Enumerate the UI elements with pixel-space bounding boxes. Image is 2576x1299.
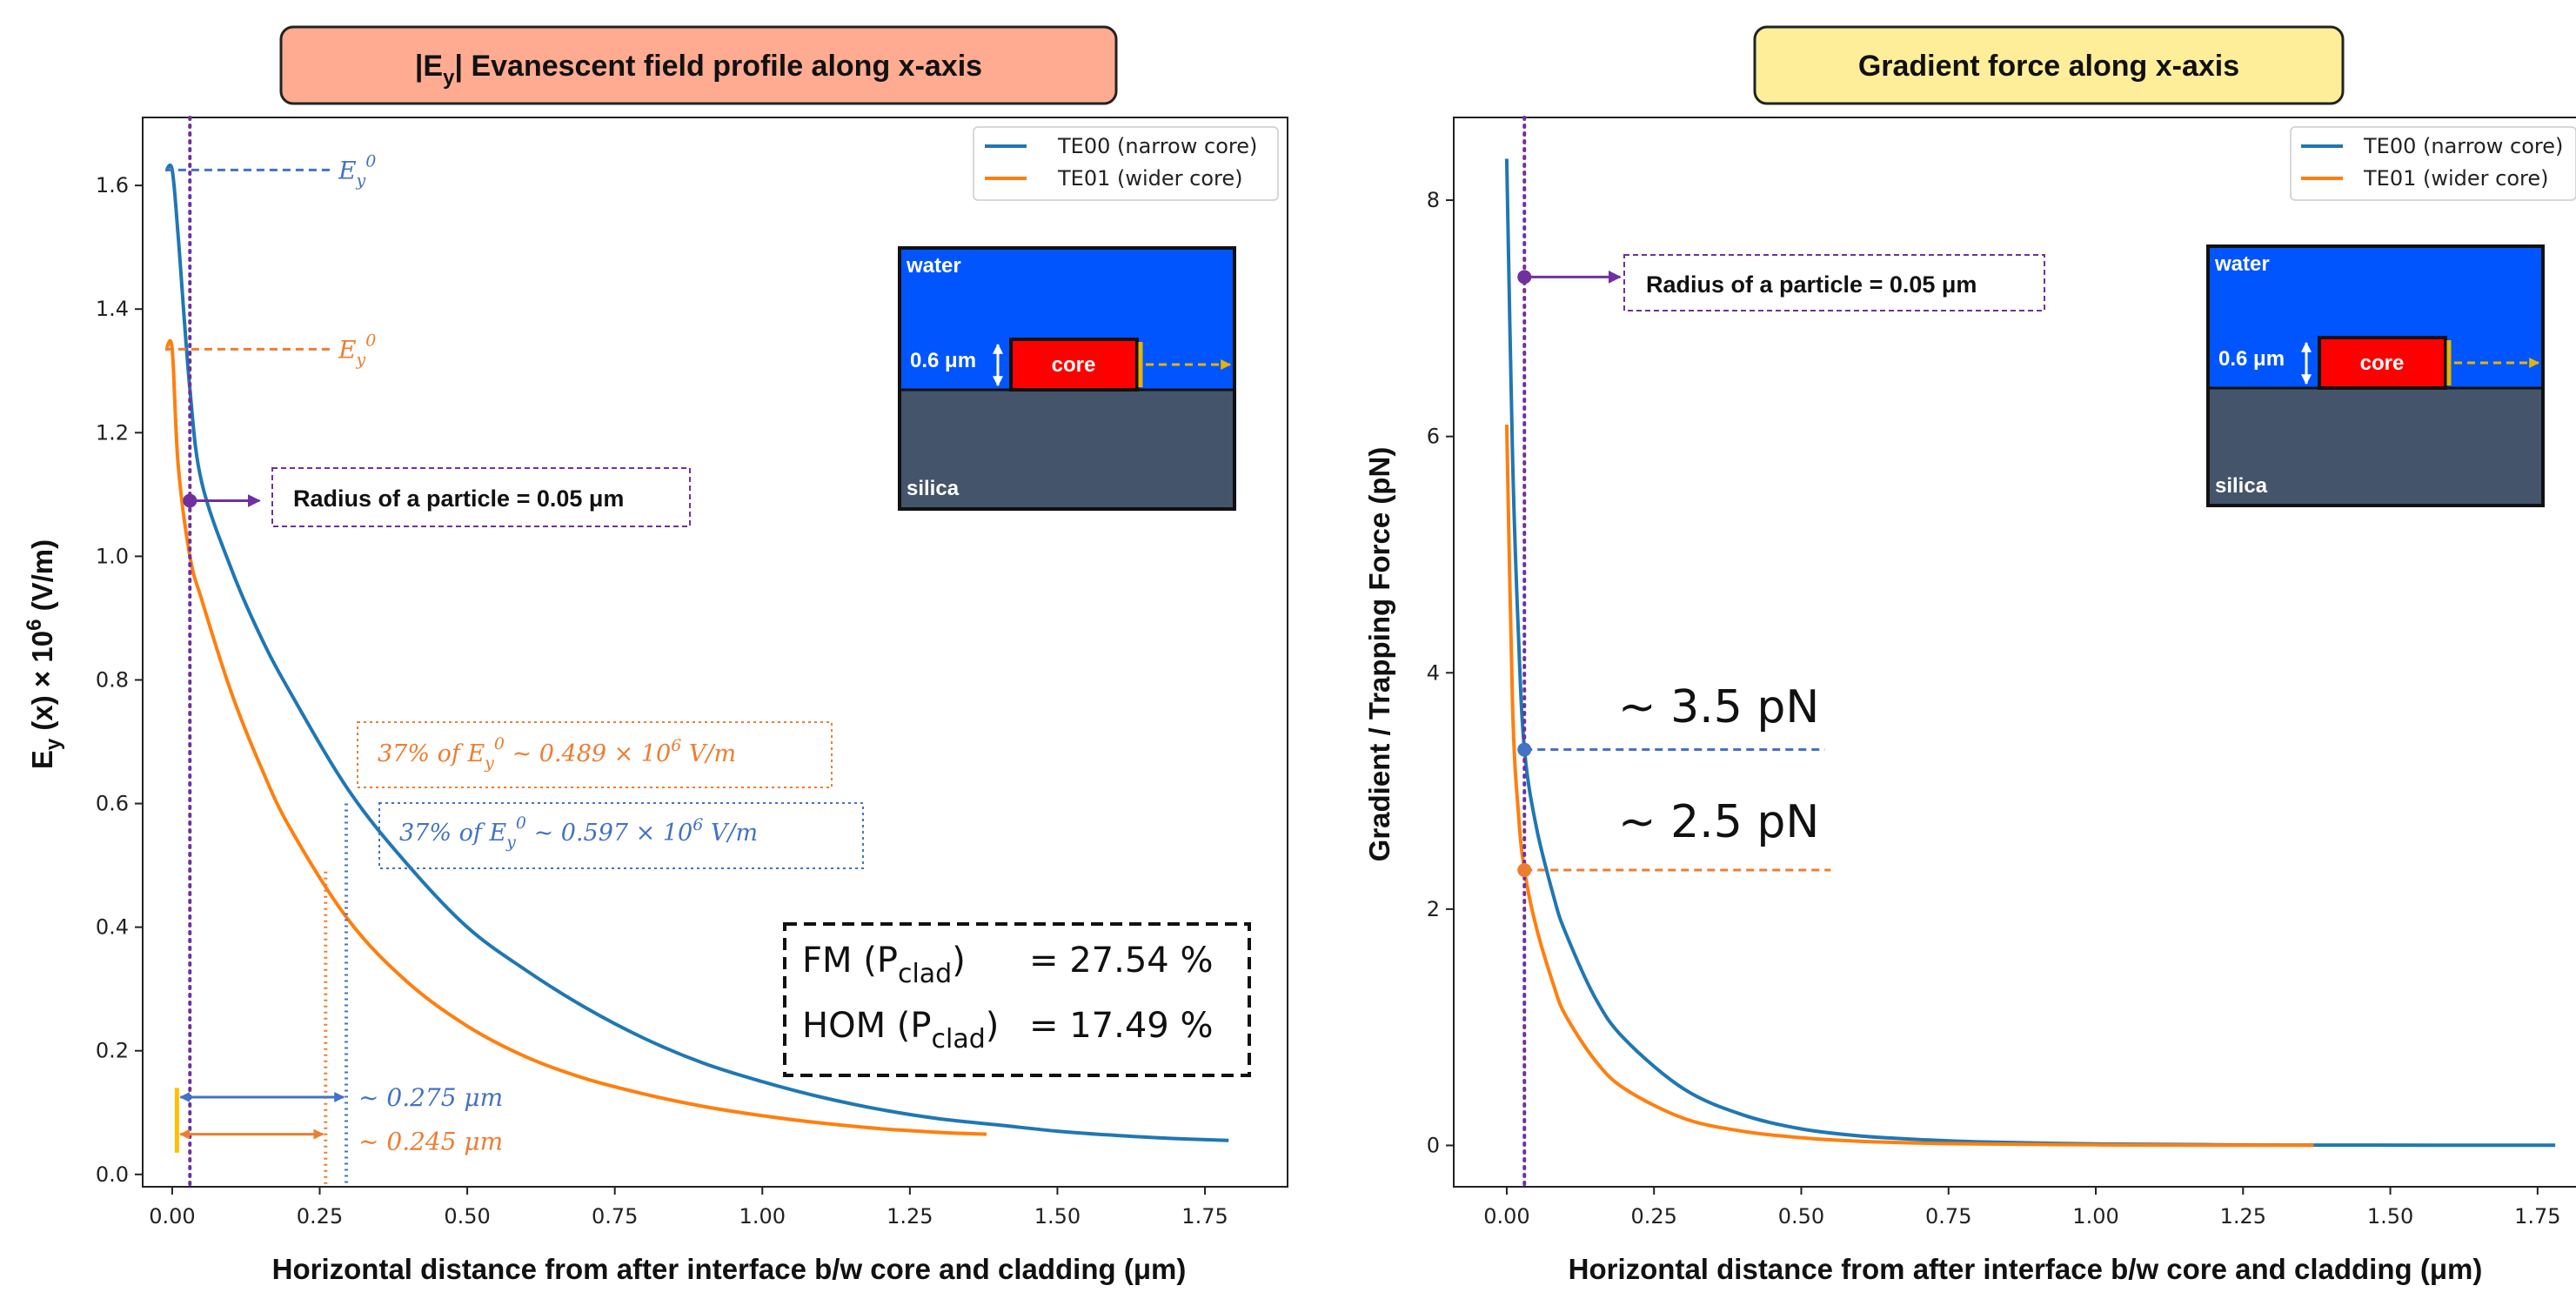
right-series-lines [1504, 158, 2556, 1148]
right-x-tick-label: 1.50 [2367, 1204, 2413, 1229]
inset-thickness-label: 0.6 μm [910, 349, 976, 372]
right-legend-label-te01: TE01 (wider core) [2363, 166, 2549, 191]
left-title-box [279, 25, 1118, 105]
left-y-tick-label: 1.6 [96, 173, 129, 198]
hom-power-label: HOM (Pclad) [802, 1006, 999, 1055]
right-y-tick-label: 8 [1427, 188, 1440, 212]
left-x-axis-title: Horizontal distance from after interface… [272, 1253, 1187, 1285]
inset-water-label: water [2214, 252, 2270, 276]
left-radius-note: Radius of a particle = 0.05 μm [293, 485, 624, 512]
left-y-axis-title: Ey (x) × 106 (V/m) [23, 539, 65, 769]
left-y-tick-label: 0.2 [96, 1039, 129, 1063]
left-axis-ticks: 0.00 0.25 0.50 0.75 1.00 1.25 1.50 1.75 0.0 0.2 0.… [96, 173, 1228, 1229]
left-y-tick-label: 1.4 [96, 297, 129, 321]
left-chart-title: |Ey| Evanescent field profile along x-ax… [415, 50, 982, 90]
left-note-orange: 37% of Ey0 ~ 0.489 × 106 V/m [378, 734, 736, 773]
right-x-tick-label: 0.50 [1778, 1204, 1824, 1229]
inset-core-label: core [1052, 353, 1096, 377]
left-y-tick-label: 0.4 [96, 915, 129, 940]
right-axis-ticks: 0.00 0.25 0.50 0.75 1.00 1.25 1.50 1.75 0 2 4 6 8 [1427, 188, 2561, 1229]
left-chart-panel: |Ey| Evanescent field profile along x-ax… [23, 25, 1288, 1285]
right-radius-box [1623, 254, 2045, 311]
left-note-blue: 37% of Ey0 ~ 0.597 × 106 V/m [399, 814, 758, 852]
te00-force-label: ~ 3.5 pN [1618, 681, 1819, 733]
right-y-tick-label: 0 [1427, 1133, 1440, 1157]
right-legend-box [2290, 126, 2576, 201]
left-legend-label-te01: TE01 (wider core) [1057, 166, 1243, 191]
left-x-tick-label: 0.75 [592, 1204, 638, 1229]
right-waveguide-inset: water silica core 0.6 μm [2206, 244, 2545, 507]
inset-silica-label: silica [2215, 474, 2268, 498]
power-fraction-box [783, 922, 1251, 1077]
left-legend-box [973, 126, 1279, 201]
right-y-axis-title: Gradient / Trapping Force (pN) [1363, 447, 1395, 862]
te01-force-label: ~ 2.5 pN [1618, 796, 1819, 848]
right-x-tick-label: 1.75 [2514, 1204, 2560, 1229]
left-y-tick-label: 0.0 [96, 1162, 129, 1187]
inset-silica-label: silica [907, 477, 960, 500]
right-x-tick-label: 0.75 [1925, 1204, 1971, 1229]
particle-radius-marker [1517, 270, 1532, 285]
right-title-box [1753, 25, 2345, 105]
te00-force-point [1517, 742, 1532, 757]
right-plot-frame [1453, 117, 2576, 1188]
left-note-orange-box [357, 721, 833, 788]
right-y-tick-label: 2 [1427, 897, 1440, 921]
right-x-tick-label: 0.00 [1483, 1204, 1529, 1229]
particle-radius-marker [183, 493, 197, 508]
right-y-tick-label: 6 [1427, 425, 1440, 449]
left-y-tick-label: 0.6 [96, 792, 129, 816]
left-radius-box [271, 467, 691, 527]
left-legend-label-te00: TE00 (narrow core) [1057, 134, 1257, 158]
right-x-tick-label: 1.25 [2220, 1204, 2266, 1229]
te00-distance-label: ~ 0.275 μm [358, 1083, 503, 1112]
right-x-axis-title: Horizontal distance from after interface… [1569, 1253, 2483, 1285]
left-waveguide-inset: water silica core 0.6 μm [898, 246, 1236, 511]
te00-peak-label: Ey0 [338, 151, 376, 190]
inset-core-label: core [2360, 352, 2405, 375]
hom-power-value: = 17.49 % [1029, 1006, 1213, 1046]
left-y-tick-label: 0.8 [96, 667, 129, 692]
right-legend: TE00 (narrow core) TE01 (wider core) [2290, 126, 2576, 201]
series-line-te00 [164, 163, 1229, 1142]
right-annotations [1517, 116, 1831, 1189]
fm-power-label: FM (Pclad) [802, 941, 966, 989]
right-y-tick-label: 4 [1427, 660, 1440, 685]
right-x-tick-label: 1.00 [2072, 1204, 2118, 1229]
right-radius-note: Radius of a particle = 0.05 μm [1646, 271, 1977, 298]
inset-silica-region [900, 390, 1234, 509]
left-x-tick-label: 1.50 [1034, 1204, 1081, 1229]
right-x-tick-label: 0.25 [1630, 1204, 1676, 1229]
te01-peak-label: Ey0 [338, 331, 376, 369]
left-legend: TE00 (narrow core) TE01 (wider core) [973, 126, 1279, 201]
right-chart-title: Gradient force along x-axis [1858, 50, 2239, 83]
left-y-tick-label: 1.2 [96, 420, 129, 445]
inset-water-label: water [906, 254, 961, 278]
left-annotations: Ey0 Ey0 ~ 0.275 μm ~ 0.245 μm [164, 116, 503, 1189]
inset-thickness-label: 0.6 μm [2218, 347, 2285, 371]
left-x-tick-label: 0.50 [444, 1204, 490, 1229]
inset-core [2318, 336, 2447, 390]
series-line-te01 [1504, 425, 2314, 1148]
inset-outline [2206, 244, 2545, 507]
right-chart-panel: Gradient force along x-axis 0.00 0.25 0.50… [1363, 25, 2576, 1285]
inset-silica-region [2208, 388, 2543, 506]
left-plot-frame [142, 117, 1288, 1188]
inset-core [1009, 338, 1139, 392]
fm-power-value: = 27.54 % [1029, 941, 1213, 981]
left-x-tick-label: 1.00 [739, 1204, 786, 1229]
left-y-tick-label: 1.0 [96, 544, 129, 568]
te01-distance-label: ~ 0.245 μm [358, 1128, 503, 1156]
left-x-tick-label: 0.00 [149, 1204, 195, 1229]
right-legend-label-te00: TE00 (narrow core) [2363, 134, 2563, 158]
left-x-tick-label: 1.75 [1181, 1204, 1228, 1229]
left-x-tick-label: 1.25 [887, 1204, 933, 1229]
left-x-tick-label: 0.25 [297, 1204, 343, 1229]
te01-force-point [1517, 863, 1532, 878]
inset-outline [898, 246, 1236, 511]
